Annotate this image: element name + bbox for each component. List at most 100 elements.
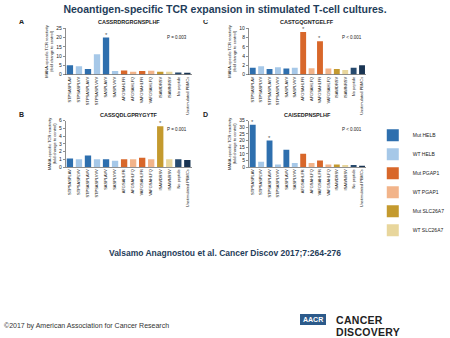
svg-text:STPSASPLVV: STPSASPLVV [76, 169, 81, 195]
svg-text:STPSASPLAV: STPSASPLAV [67, 76, 72, 102]
svg-text:VAFGSAHLFQ: VAFGSAHLFQ [149, 169, 154, 196]
svg-text:AFGSAHLFQ: AFGSAHLFQ [309, 77, 314, 101]
svg-text:Mut SLC26A7: Mut SLC26A7 [413, 208, 444, 214]
svg-text:No peptide: No peptide [176, 76, 181, 96]
svg-text:MANA-specific TCR reactivity(f: MANA-specific TCR reactivity(fold change… [47, 118, 57, 170]
svg-text:MANA-specific TCR reactivity(f: MANA-specific TCR reactivity(fold change… [227, 25, 237, 77]
svg-text:AFGSAHLFQ: AFGSAHLFQ [309, 169, 314, 193]
svg-text:2: 2 [242, 62, 245, 68]
svg-text:MANA-specific TCR reactivity(f: MANA-specific TCR reactivity(fold change… [44, 25, 54, 77]
svg-text:No peptide: No peptide [351, 168, 356, 188]
svg-text:1: 1 [59, 156, 62, 162]
svg-text:ISAWNRSV: ISAWNRSV [343, 76, 348, 98]
svg-text:SASPLAVV: SASPLAVV [284, 76, 289, 97]
svg-text:SASPLVVV: SASPLVVV [292, 169, 297, 190]
svg-text:D: D [203, 111, 208, 118]
svg-text:STPSASPLVV: STPSASPLVV [258, 76, 263, 102]
svg-text:VAFGSAHLFR: VAFGSAHLFR [317, 169, 322, 195]
svg-text:CASSRDRGRGNSPLHF: CASSRDRGRGNSPLHF [98, 20, 160, 25]
svg-text:*: * [318, 35, 321, 41]
svg-text:ISAWDRSV: ISAWDRSV [334, 76, 339, 98]
svg-text:SASPLAVV: SASPLAVV [103, 169, 108, 190]
svg-text:SASPLVVV: SASPLVVV [292, 76, 297, 97]
svg-text:20: 20 [56, 34, 62, 40]
svg-text:4: 4 [59, 133, 62, 139]
svg-text:*: * [302, 26, 305, 32]
svg-text:P = 0.003: P = 0.003 [167, 35, 187, 40]
svg-text:3: 3 [59, 141, 62, 147]
svg-text:STPSASPLVV: STPSASPLVV [76, 76, 81, 102]
svg-text:STPSASPLAV: STPSASPLAV [250, 76, 255, 102]
svg-text:STPSASPLAVV: STPSASPLAVV [267, 76, 272, 105]
svg-text:AFGSAHLFR: AFGSAHLFR [300, 169, 305, 193]
svg-text:8: 8 [242, 34, 245, 40]
svg-text:10: 10 [239, 25, 245, 31]
svg-text:STPSASPLVVV: STPSASPLVVV [275, 169, 280, 198]
svg-text:VAFGSAHLFR: VAFGSAHLFR [139, 77, 144, 103]
svg-text:WT HELB: WT HELB [413, 151, 436, 157]
svg-text:STPSASPLAVV: STPSASPLAVV [267, 169, 272, 198]
svg-text:STPSASPLVVV: STPSASPLVVV [94, 169, 99, 198]
svg-text:VAFGSAHLFQ: VAFGSAHLFQ [326, 77, 331, 104]
svg-text:P < 0.001: P < 0.001 [342, 127, 362, 132]
svg-text:A: A [19, 20, 24, 25]
svg-text:STPSASPLAVV: STPSASPLAVV [85, 169, 90, 198]
svg-text:AFGSAHLFR: AFGSAHLFR [121, 77, 126, 101]
svg-text:WT SLC26A7: WT SLC26A7 [413, 227, 444, 233]
svg-text:ISAWNRSV: ISAWNRSV [167, 76, 172, 98]
svg-text:Unstimulated PBMCs: Unstimulated PBMCs [359, 77, 364, 115]
svg-text:10: 10 [239, 151, 245, 157]
svg-text:15: 15 [56, 44, 62, 50]
svg-text:6: 6 [59, 117, 62, 123]
svg-text:Unstimulated PBMCs: Unstimulated PBMCs [185, 169, 190, 207]
svg-text:25: 25 [239, 131, 245, 137]
svg-text:Mut PGAP1: Mut PGAP1 [413, 170, 440, 176]
svg-text:No peptide: No peptide [176, 168, 181, 188]
svg-text:STPSASPLAVV: STPSASPLAVV [85, 76, 90, 105]
svg-text:Mut HELB: Mut HELB [413, 132, 436, 138]
svg-text:*: * [268, 135, 271, 141]
svg-text:B: B [19, 111, 24, 118]
svg-text:CASSQDLGPRYGYTF: CASSQDLGPRYGYTF [100, 112, 158, 118]
svg-text:VAFGSAHLFR: VAFGSAHLFR [139, 169, 144, 195]
svg-text:No peptide: No peptide [351, 76, 356, 96]
svg-text:STPSASPLAV: STPSASPLAV [250, 169, 255, 195]
svg-text:C: C [203, 20, 208, 25]
svg-text:ISAWDRSV: ISAWDRSV [158, 76, 163, 98]
svg-text:Unstimulated PBMCs: Unstimulated PBMCs [359, 169, 364, 207]
svg-text:2: 2 [59, 148, 62, 154]
svg-text:VAFGSAHLFR: VAFGSAHLFR [317, 77, 322, 103]
svg-text:P < 0.001: P < 0.001 [342, 35, 362, 40]
svg-text:5: 5 [59, 62, 62, 68]
svg-text:SASPLVVV: SASPLVVV [112, 169, 117, 190]
svg-text:35: 35 [239, 117, 245, 123]
svg-text:ISAWNRSV: ISAWNRSV [343, 169, 348, 191]
svg-text:5: 5 [242, 157, 245, 163]
svg-text:ISAWDRSV: ISAWDRSV [158, 169, 163, 191]
svg-text:AFGSAHLFR: AFGSAHLFR [121, 169, 126, 193]
svg-text:4: 4 [242, 53, 245, 59]
svg-text:0: 0 [59, 164, 62, 170]
svg-text:CAISEDPNSPLHF: CAISEDPNSPLHF [284, 112, 331, 118]
svg-text:VAFGSAHLFQ: VAFGSAHLFQ [326, 169, 331, 196]
svg-text:STPSASPLVVV: STPSASPLVVV [94, 76, 99, 105]
svg-text:STPSASPLVV: STPSASPLVV [258, 169, 263, 195]
svg-text:25: 25 [56, 25, 62, 31]
svg-text:6: 6 [242, 44, 245, 50]
svg-text:0: 0 [59, 71, 62, 77]
svg-text:5: 5 [59, 125, 62, 131]
svg-text:AFGSAHLFR: AFGSAHLFR [300, 77, 305, 101]
svg-text:*: * [159, 120, 162, 126]
svg-text:VAFGSAHLFQ: VAFGSAHLFQ [149, 77, 154, 104]
svg-text:SASPLVVV: SASPLVVV [112, 76, 117, 97]
svg-text:30: 30 [239, 124, 245, 130]
svg-text:SASPLAVV: SASPLAVV [103, 76, 108, 97]
svg-text:*: * [251, 119, 254, 125]
svg-text:AFGSAHLFQ: AFGSAHLFQ [130, 77, 135, 101]
svg-text:WT PGAP1: WT PGAP1 [413, 189, 439, 195]
svg-text:P = 0.001: P = 0.001 [167, 127, 187, 132]
svg-text:ISAWDRSV: ISAWDRSV [334, 169, 339, 191]
svg-text:Unstimulated PBMCs: Unstimulated PBMCs [185, 77, 190, 115]
svg-text:10: 10 [56, 53, 62, 59]
svg-text:*: * [105, 32, 108, 38]
